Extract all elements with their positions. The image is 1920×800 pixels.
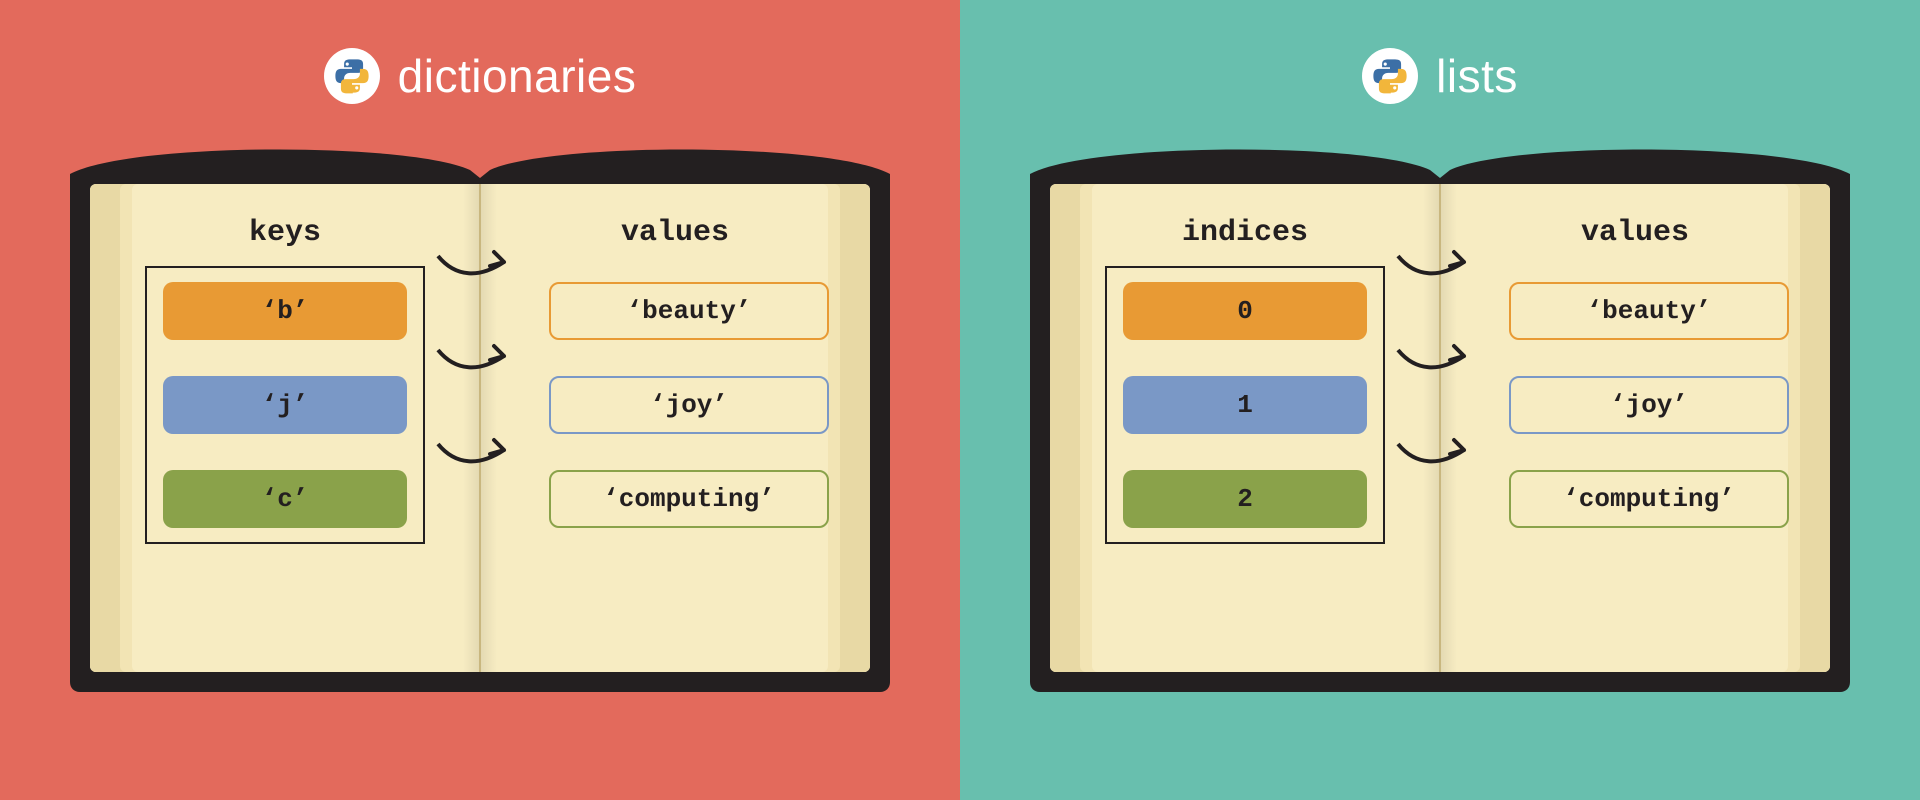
page-values: values ‘beauty’ ‘joy’ ‘computing’ (480, 184, 870, 672)
indices-box: 0 1 2 (1105, 266, 1385, 544)
python-logo-icon (324, 48, 380, 104)
index-chip: 1 (1123, 376, 1367, 434)
book-dictionaries: keys ‘b’ ‘j’ ‘c’ values ‘beauty’ ‘joy’ ‘… (50, 134, 910, 694)
keys-header: keys (249, 216, 321, 250)
page-keys: keys ‘b’ ‘j’ ‘c’ (90, 184, 480, 672)
panel-lists: lists indices 0 1 2 values ‘beauty’ ‘joy… (960, 0, 1920, 800)
values-header: values (1581, 216, 1689, 250)
index-chip: 2 (1123, 470, 1367, 528)
panel-dictionaries: dictionaries keys ‘b’ ‘j’ ‘c’ values ‘be… (0, 0, 960, 800)
book-lists: indices 0 1 2 values ‘beauty’ ‘joy’ ‘com… (1010, 134, 1870, 694)
index-chip: 0 (1123, 282, 1367, 340)
book-spine (1439, 184, 1441, 672)
key-chip: ‘j’ (163, 376, 407, 434)
title-dictionaries: dictionaries (398, 49, 637, 103)
header-lists: lists (1362, 48, 1518, 104)
book-spine (479, 184, 481, 672)
key-chip: ‘c’ (163, 470, 407, 528)
page-indices: indices 0 1 2 (1050, 184, 1440, 672)
indices-header: indices (1182, 216, 1308, 250)
key-chip: ‘b’ (163, 282, 407, 340)
header-dictionaries: dictionaries (324, 48, 637, 104)
value-chip: ‘beauty’ (549, 282, 829, 340)
values-box: ‘beauty’ ‘joy’ ‘computing’ (1509, 266, 1789, 544)
python-logo-icon (1362, 48, 1418, 104)
value-chip: ‘joy’ (549, 376, 829, 434)
page-values: values ‘beauty’ ‘joy’ ‘computing’ (1440, 184, 1830, 672)
title-lists: lists (1436, 49, 1518, 103)
value-chip: ‘beauty’ (1509, 282, 1789, 340)
values-header: values (621, 216, 729, 250)
value-chip: ‘joy’ (1509, 376, 1789, 434)
value-chip: ‘computing’ (1509, 470, 1789, 528)
value-chip: ‘computing’ (549, 470, 829, 528)
keys-box: ‘b’ ‘j’ ‘c’ (145, 266, 425, 544)
values-box: ‘beauty’ ‘joy’ ‘computing’ (549, 266, 829, 544)
